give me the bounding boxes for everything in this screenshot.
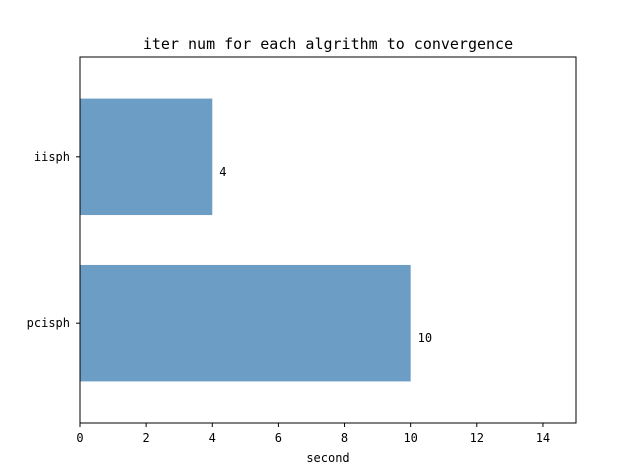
y-tick-label-iisph: iisph	[34, 150, 70, 164]
x-axis-ticks: 0 2 4 6 8 10 12 14	[76, 423, 550, 445]
bar-iisph	[80, 98, 213, 216]
x-tick-label-0: 0	[76, 431, 83, 445]
x-tick-label-4: 4	[209, 431, 216, 445]
x-tick-label-10: 10	[403, 431, 417, 445]
x-axis-label: second	[306, 451, 349, 465]
x-tick-label-2: 2	[143, 431, 150, 445]
y-tick-label-pcisph: pcisph	[27, 316, 70, 330]
x-tick-label-12: 12	[470, 431, 484, 445]
bar-pcisph	[80, 264, 411, 382]
chart-title: iter num for each algrithm to convergenc…	[143, 35, 513, 53]
data-label-iisph: 4	[219, 165, 226, 179]
x-tick-label-6: 6	[275, 431, 282, 445]
plot-frame	[79, 56, 577, 424]
x-tick-label-14: 14	[536, 431, 550, 445]
bars-group	[80, 98, 411, 382]
data-labels-group: 4 10	[219, 165, 432, 345]
x-tick-label-8: 8	[341, 431, 348, 445]
y-axis-ticks: iisph pcisph	[27, 150, 80, 330]
data-label-pcisph: 10	[418, 331, 432, 345]
